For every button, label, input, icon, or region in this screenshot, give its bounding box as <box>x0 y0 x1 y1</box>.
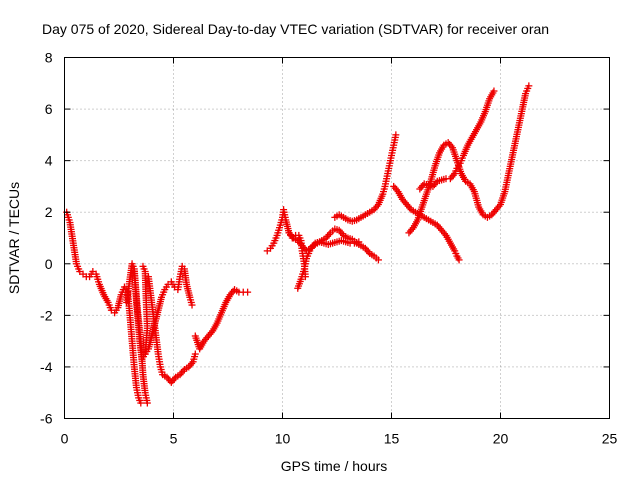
x-tick-label: 0 <box>61 431 69 447</box>
y-tick-label: 6 <box>45 101 53 117</box>
y-axis-ticks: -6 -4 -2 0 2 4 6 8 <box>40 50 610 427</box>
y-tick-label: 2 <box>45 204 53 220</box>
data-point <box>244 288 252 296</box>
chart-title: Day 075 of 2020, Sidereal Day-to-day VTE… <box>42 21 549 37</box>
x-axis-ticks: 0 5 10 15 20 25 <box>61 57 618 447</box>
x-tick-label: 25 <box>602 431 618 447</box>
data-point <box>525 82 533 90</box>
x-tick-label: 5 <box>170 431 178 447</box>
data-point <box>191 350 199 358</box>
data-points <box>63 82 533 407</box>
plot-frame <box>64 57 610 419</box>
x-axis-label: GPS time / hours <box>281 458 388 474</box>
data-point <box>139 262 147 270</box>
y-tick-label: 4 <box>45 153 53 169</box>
data-point <box>143 399 151 407</box>
y-tick-label: 0 <box>45 256 53 272</box>
data-point <box>137 399 145 407</box>
y-tick-label: -6 <box>40 411 53 427</box>
data-point <box>188 301 196 309</box>
x-tick-label: 20 <box>493 431 509 447</box>
data-point <box>455 256 463 264</box>
y-tick-label: -2 <box>40 307 53 323</box>
y-tick-label: -4 <box>40 359 53 375</box>
y-tick-label: 8 <box>45 50 53 66</box>
data-point <box>490 87 498 95</box>
data-point <box>355 238 363 246</box>
data-point <box>374 256 382 264</box>
x-tick-label: 15 <box>384 431 400 447</box>
data-point <box>392 131 400 139</box>
y-axis-label: SDTVAR / TECUs <box>6 182 22 294</box>
grid-lines <box>64 57 610 419</box>
x-tick-label: 10 <box>275 431 291 447</box>
